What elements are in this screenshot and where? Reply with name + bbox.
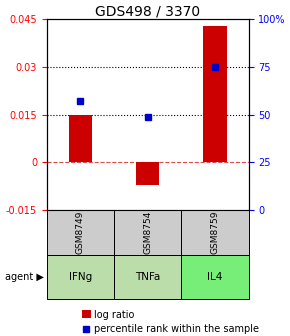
- Text: TNFa: TNFa: [135, 272, 160, 282]
- Text: IFNg: IFNg: [69, 272, 92, 282]
- Text: GSM8749: GSM8749: [76, 211, 85, 254]
- Title: GDS498 / 3370: GDS498 / 3370: [95, 4, 200, 18]
- Text: GSM8754: GSM8754: [143, 211, 152, 254]
- Text: IL4: IL4: [207, 272, 223, 282]
- Text: log ratio: log ratio: [94, 310, 134, 320]
- FancyBboxPatch shape: [181, 210, 249, 255]
- Bar: [82, 310, 90, 319]
- Text: agent ▶: agent ▶: [5, 272, 44, 282]
- Bar: [136, 163, 160, 185]
- FancyBboxPatch shape: [47, 255, 114, 299]
- FancyBboxPatch shape: [47, 210, 114, 255]
- FancyBboxPatch shape: [114, 210, 181, 255]
- FancyBboxPatch shape: [114, 255, 181, 299]
- Text: GSM8759: GSM8759: [211, 211, 220, 254]
- Bar: [203, 26, 227, 163]
- Text: percentile rank within the sample: percentile rank within the sample: [94, 324, 259, 334]
- FancyBboxPatch shape: [181, 255, 249, 299]
- Bar: [69, 115, 92, 163]
